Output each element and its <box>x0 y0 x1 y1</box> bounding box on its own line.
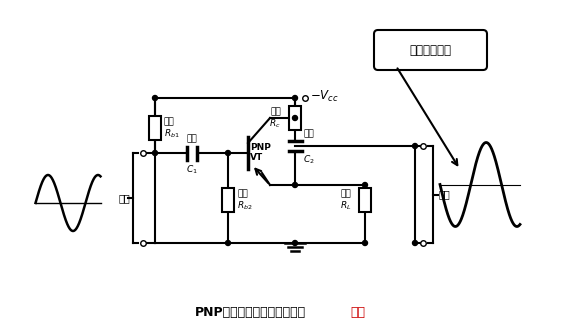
Circle shape <box>293 95 298 100</box>
Circle shape <box>153 151 158 155</box>
Bar <box>149 116 161 140</box>
Text: $R_c$: $R_c$ <box>270 118 281 130</box>
Bar <box>289 106 301 130</box>
Circle shape <box>293 182 298 188</box>
Circle shape <box>225 151 231 155</box>
Bar <box>222 188 234 212</box>
Text: 耦合: 耦合 <box>186 134 197 143</box>
Text: 输出: 输出 <box>439 190 451 199</box>
Bar <box>359 188 371 212</box>
Text: $R_L$: $R_L$ <box>340 200 351 212</box>
Circle shape <box>293 115 298 120</box>
Circle shape <box>225 240 231 245</box>
Text: 输入反相信号: 输入反相信号 <box>410 44 451 56</box>
Circle shape <box>153 95 158 100</box>
Text: 耦合: 耦合 <box>303 129 314 138</box>
Text: 偏置: 偏置 <box>237 190 247 198</box>
Circle shape <box>293 240 298 245</box>
Text: 输入: 输入 <box>118 193 130 203</box>
Text: $R_{b1}$: $R_{b1}$ <box>164 128 180 140</box>
Text: PNP: PNP <box>250 142 271 152</box>
Circle shape <box>363 182 367 188</box>
Text: 偏置: 偏置 <box>164 117 175 127</box>
Text: 电路: 电路 <box>350 305 366 318</box>
Circle shape <box>412 240 418 245</box>
Circle shape <box>412 144 418 149</box>
Circle shape <box>363 240 367 245</box>
Text: $C_1$: $C_1$ <box>186 163 198 175</box>
Text: PNP型晶体管共射极放大单元: PNP型晶体管共射极放大单元 <box>194 305 306 318</box>
Text: 负载: 负载 <box>340 190 351 198</box>
Text: 负载: 负载 <box>270 108 281 116</box>
FancyBboxPatch shape <box>374 30 487 70</box>
Text: VT: VT <box>250 154 263 162</box>
Text: $-V_{cc}$: $-V_{cc}$ <box>310 89 339 104</box>
Text: $C_2$: $C_2$ <box>303 154 315 167</box>
Text: $R_{b2}$: $R_{b2}$ <box>237 200 253 212</box>
